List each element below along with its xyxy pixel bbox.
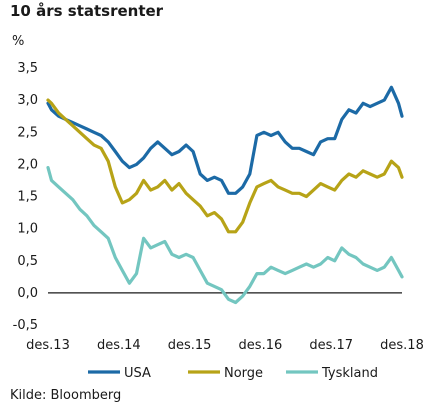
y-tick-label: 0,5	[17, 254, 38, 269]
x-tick-label: des.14	[97, 338, 141, 353]
y-tick-label: 3,0	[17, 93, 38, 108]
y-tick-label: 3,5	[17, 61, 38, 76]
series-line-norge	[46, 98, 404, 234]
series-line-tyskland	[46, 166, 404, 305]
y-tick-label: 2,5	[17, 125, 38, 140]
y-tick-label: 1,0	[17, 222, 38, 237]
x-tick-label: des.17	[309, 338, 353, 353]
y-axis-unit: %	[12, 34, 25, 49]
x-tick-label: des.15	[168, 338, 212, 353]
y-tick-label: 2,0	[17, 157, 38, 172]
y-tick-label: 1,5	[17, 190, 38, 205]
source-note: Kilde: Bloomberg	[10, 388, 122, 403]
legend-label: Tyskland	[321, 366, 378, 381]
x-tick-label: des.13	[26, 338, 70, 353]
legend-label: Norge	[224, 366, 263, 381]
y-tick-label: 0,0	[17, 286, 38, 301]
x-tick-label: des.18	[380, 338, 424, 353]
y-tick-label: -0,5	[13, 318, 38, 333]
series-line-usa	[46, 85, 404, 195]
x-tick-label: des.16	[239, 338, 283, 353]
legend-label: USA	[124, 366, 151, 381]
chart-title: 10 års statsrenter	[10, 2, 164, 20]
